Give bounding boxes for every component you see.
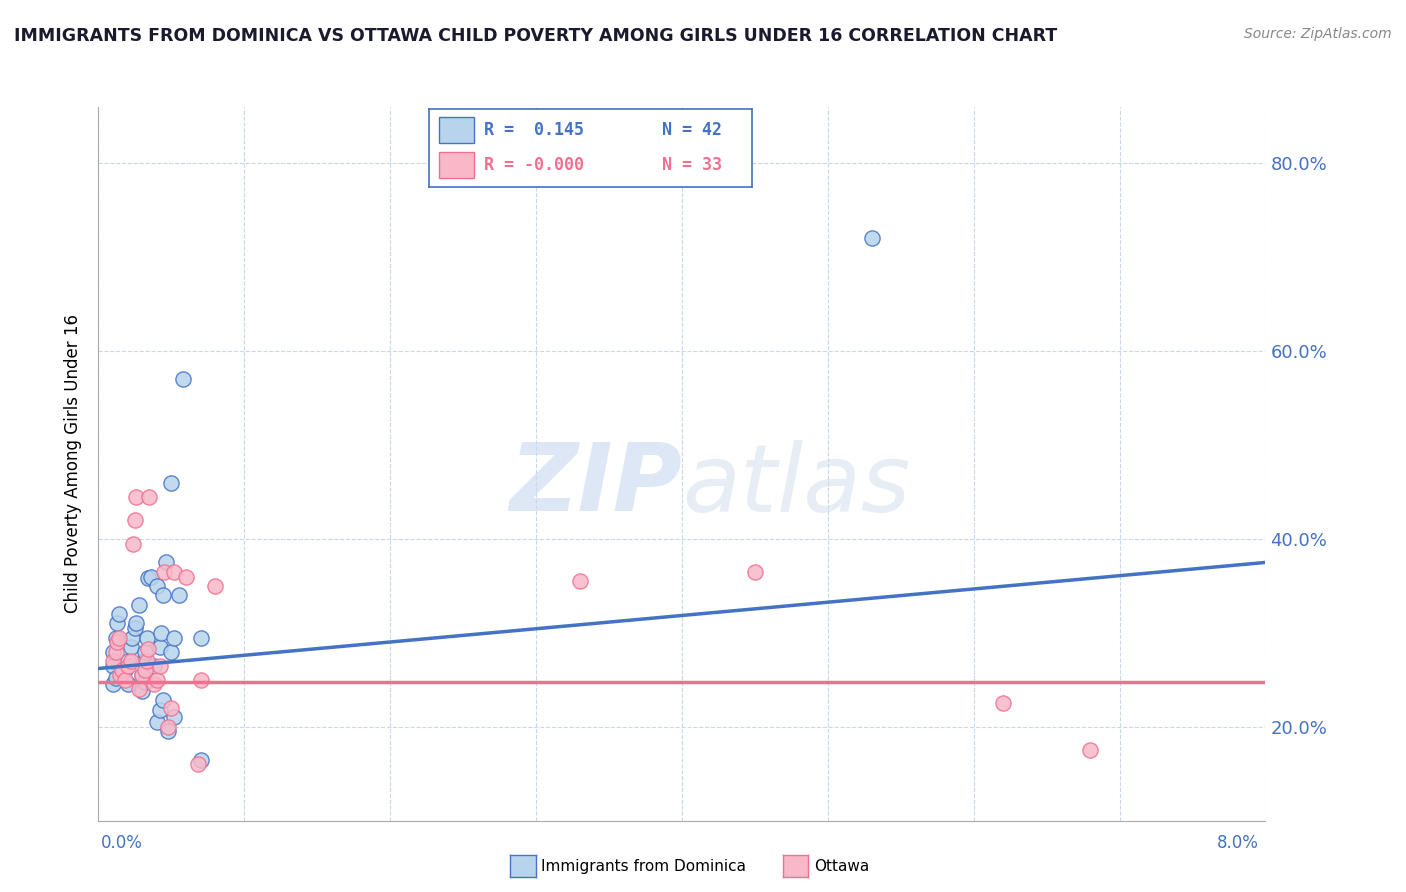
- Point: [104, 671, 127, 685]
- Point: [135, 631, 157, 645]
- Point: [157, 724, 180, 739]
- Text: 0.0%: 0.0%: [101, 834, 143, 852]
- Point: [114, 664, 136, 678]
- Point: [105, 635, 128, 649]
- Point: [146, 579, 169, 593]
- Text: N = 42: N = 42: [662, 121, 721, 139]
- Point: [108, 607, 131, 621]
- Point: [190, 673, 212, 687]
- Text: Source: ZipAtlas.com: Source: ZipAtlas.com: [1244, 27, 1392, 41]
- Point: [163, 565, 186, 579]
- Point: [991, 696, 1014, 710]
- Point: [146, 673, 169, 687]
- Point: [120, 654, 142, 668]
- Point: [120, 640, 142, 654]
- Point: [160, 475, 183, 490]
- Point: [744, 565, 766, 579]
- Point: [136, 571, 159, 585]
- Point: [114, 673, 136, 687]
- Point: [125, 616, 148, 631]
- Text: 8.0%: 8.0%: [1216, 834, 1258, 852]
- Point: [132, 654, 155, 668]
- Point: [187, 757, 209, 772]
- Bar: [439, 152, 474, 178]
- Point: [568, 574, 591, 589]
- Point: [160, 645, 183, 659]
- Point: [163, 631, 186, 645]
- Point: [152, 588, 174, 602]
- Point: [155, 556, 177, 570]
- Point: [190, 631, 212, 645]
- Text: R =  0.145: R = 0.145: [484, 121, 583, 139]
- Text: Immigrants from Dominica: Immigrants from Dominica: [541, 859, 747, 873]
- Point: [160, 701, 183, 715]
- Point: [124, 621, 146, 635]
- Point: [104, 645, 127, 659]
- Point: [142, 677, 165, 691]
- Point: [138, 490, 160, 504]
- Point: [152, 693, 174, 707]
- Point: [104, 631, 127, 645]
- Point: [134, 674, 156, 689]
- Point: [204, 579, 226, 593]
- Point: [131, 684, 153, 698]
- Point: [150, 625, 173, 640]
- Point: [167, 588, 190, 602]
- Point: [128, 682, 150, 697]
- Point: [153, 565, 176, 579]
- Text: Ottawa: Ottawa: [814, 859, 869, 873]
- Point: [117, 677, 139, 691]
- Text: IMMIGRANTS FROM DOMINICA VS OTTAWA CHILD POVERTY AMONG GIRLS UNDER 16 CORRELATIO: IMMIGRANTS FROM DOMINICA VS OTTAWA CHILD…: [14, 27, 1057, 45]
- Point: [134, 645, 156, 659]
- Text: ZIP: ZIP: [509, 439, 682, 532]
- Text: R = -0.000: R = -0.000: [484, 156, 583, 174]
- Point: [134, 664, 156, 678]
- Point: [146, 714, 169, 729]
- Point: [149, 703, 172, 717]
- Point: [110, 668, 132, 682]
- Point: [142, 658, 165, 673]
- Point: [1080, 743, 1102, 757]
- Point: [122, 536, 145, 550]
- Point: [125, 490, 148, 504]
- Point: [190, 753, 212, 767]
- Point: [124, 513, 146, 527]
- Point: [135, 654, 157, 668]
- Point: [117, 654, 139, 668]
- Point: [121, 631, 143, 645]
- Point: [149, 658, 172, 673]
- Text: atlas: atlas: [682, 440, 910, 531]
- Point: [105, 616, 128, 631]
- Point: [108, 631, 131, 645]
- Point: [131, 668, 153, 682]
- Point: [128, 598, 150, 612]
- Point: [172, 372, 194, 386]
- Point: [163, 710, 186, 724]
- Point: [139, 569, 162, 583]
- Point: [136, 641, 159, 656]
- Point: [149, 640, 172, 654]
- Point: [174, 569, 197, 583]
- Point: [157, 720, 180, 734]
- Point: [131, 668, 153, 682]
- Point: [101, 658, 124, 673]
- Bar: [439, 118, 474, 144]
- Text: N = 33: N = 33: [662, 156, 721, 174]
- Point: [860, 231, 883, 245]
- Point: [101, 645, 124, 659]
- Point: [101, 654, 124, 668]
- Y-axis label: Child Poverty Among Girls Under 16: Child Poverty Among Girls Under 16: [65, 314, 83, 614]
- Point: [101, 677, 124, 691]
- Point: [117, 658, 139, 673]
- Point: [111, 664, 134, 678]
